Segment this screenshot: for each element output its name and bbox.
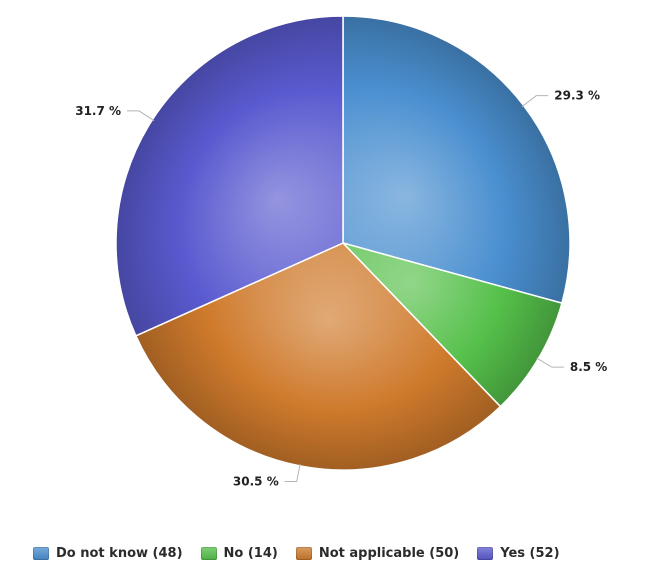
leader-line [536, 357, 564, 368]
leader-line [284, 463, 301, 483]
legend-item[interactable]: No (14) [200, 546, 278, 561]
data-label: 8.5 % [570, 360, 607, 374]
leader-line [127, 110, 155, 122]
leader-line [521, 95, 549, 107]
legend-item[interactable]: Not applicable (50) [295, 546, 460, 561]
legend-swatch [295, 547, 312, 560]
pie-plot-area: 29.3 % 8.5 % 30.5 % 31.7 % [75, 15, 607, 489]
legend-label: Do not know (48) [56, 546, 183, 561]
legend-label: Not applicable (50) [318, 546, 460, 561]
legend-label: Yes (52) [500, 546, 560, 561]
legend-item[interactable]: Do not know (48) [33, 546, 183, 561]
legend-item[interactable]: Yes (52) [477, 546, 560, 561]
data-label: 29.3 % [554, 89, 600, 103]
data-label: 31.7 % [75, 104, 121, 118]
legend-swatch [200, 547, 217, 560]
legend-swatch [477, 547, 494, 560]
chart-legend: Do not know (48) No (14) Not applicable (5… [33, 546, 560, 561]
legend-label: No (14) [223, 546, 278, 561]
legend-swatch [33, 547, 49, 560]
data-label: 30.5 % [233, 475, 279, 489]
